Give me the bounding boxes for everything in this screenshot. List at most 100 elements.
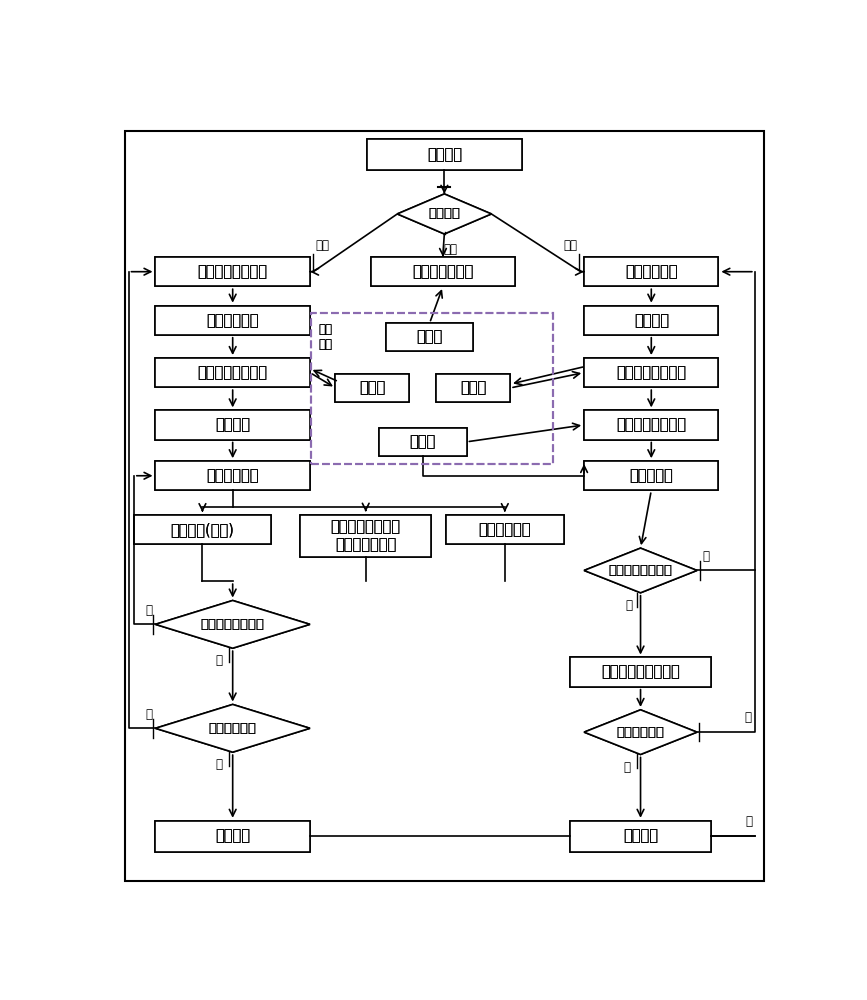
Text: 开始学习: 开始学习 [215,417,251,432]
Text: 开始学习: 开始学习 [215,417,251,432]
Text: 成绩库: 成绩库 [416,330,443,345]
Text: 通电开机: 通电开机 [427,147,462,162]
Text: 信息介绍（语音、
文本、图片等）: 信息介绍（语音、 文本、图片等） [330,519,401,553]
Polygon shape [155,704,310,752]
Polygon shape [397,194,492,234]
Text: 是: 是 [746,815,753,828]
Text: 开始考核: 开始考核 [634,313,668,328]
Text: 考题库: 考题库 [410,434,436,449]
Text: 结束学习: 结束学习 [215,829,251,844]
Text: 流程指示(流动): 流程指示(流动) [171,522,234,537]
Bar [584,257,719,286]
Bar [134,515,271,544]
Polygon shape [155,704,310,752]
Text: 考核: 考核 [564,239,577,252]
Text: 流程指示(流动): 流程指示(流动) [171,522,234,537]
Text: 资料库: 资料库 [359,380,386,395]
Bar [155,821,310,852]
Bar [584,410,719,440]
Text: 是否继续学习: 是否继续学习 [209,722,257,735]
Bar [386,323,473,351]
Bar [155,257,310,286]
Text: 连接设备流程关系: 连接设备流程关系 [616,417,687,432]
Text: 否: 否 [702,550,709,563]
Polygon shape [397,194,492,234]
Text: 是否继续学习: 是否继续学习 [209,722,257,735]
Polygon shape [584,548,697,593]
Text: 选择流程起点: 选择流程起点 [206,468,259,483]
Text: 信息介绍（语音、
文本、图片等）: 信息介绍（语音、 文本、图片等） [330,519,401,553]
Bar [134,515,271,544]
Text: 开始考核: 开始考核 [634,313,668,328]
Text: 调取图纸相关数据: 调取图纸相关数据 [198,365,268,380]
Bar [584,306,719,335]
Bar [155,461,310,490]
Bar [155,358,310,387]
Text: 调取图纸相关数据: 调取图纸相关数据 [198,365,268,380]
Text: 是: 是 [745,711,752,724]
Text: 否: 否 [216,758,223,771]
Text: 三维场景对照: 三维场景对照 [479,522,531,537]
Bar [436,374,510,402]
Text: 结束学习: 结束学习 [215,829,251,844]
Bar [570,821,711,852]
Polygon shape [584,548,697,593]
Bar [379,428,466,456]
Text: 流程是否全部流完: 流程是否全部流完 [200,618,264,631]
Text: 连接设备流程关系: 连接设备流程关系 [616,417,687,432]
Text: 图符库: 图符库 [460,380,486,395]
Text: 放置管段流经设备: 放置管段流经设备 [616,365,687,380]
Text: 知识点答题: 知识点答题 [629,468,673,483]
Text: 考题库: 考题库 [410,434,436,449]
Text: 放置管段流经设备: 放置管段流经设备 [616,365,687,380]
Bar [446,515,564,544]
Bar [386,323,473,351]
Text: 记录及浏览考核成绩: 记录及浏览考核成绩 [601,665,680,680]
Bar [155,410,310,440]
Polygon shape [584,710,697,754]
Text: 通电开机: 通电开机 [427,147,462,162]
Bar [446,515,564,544]
Bar [367,139,522,170]
Text: 学习: 学习 [316,239,329,252]
Bar [584,461,719,490]
Text: 放入工艺流程图纸: 放入工艺流程图纸 [198,264,268,279]
Text: 流程是否全部流完: 流程是否全部流完 [200,618,264,631]
Bar [584,257,719,286]
Text: 否: 否 [623,761,630,774]
Bar [155,358,310,387]
Text: 查询记录与成绩: 查询记录与成绩 [413,264,473,279]
Text: 图纸信息识别: 图纸信息识别 [206,313,259,328]
Bar [570,657,711,687]
Text: 资料库: 资料库 [359,380,386,395]
Bar [371,257,515,286]
Text: 图纸信息识别: 图纸信息识别 [206,313,259,328]
Text: 选择考核内容: 选择考核内容 [625,264,677,279]
Polygon shape [155,600,310,648]
Bar [155,306,310,335]
Bar [584,410,719,440]
Bar [336,374,409,402]
Text: 知识点答题: 知识点答题 [629,468,673,483]
Bar [584,461,719,490]
Text: 数据
存储: 数据 存储 [318,323,332,351]
Bar [379,428,466,456]
Text: 功能选择: 功能选择 [428,207,460,220]
Bar [570,821,711,852]
Bar [436,374,510,402]
Text: 放入工艺流程图纸: 放入工艺流程图纸 [198,264,268,279]
Polygon shape [584,710,697,754]
Text: 成绩库: 成绩库 [416,330,443,345]
Bar [336,374,409,402]
Text: 是: 是 [625,599,632,612]
Bar [155,306,310,335]
Bar [311,312,552,464]
Text: 结束考核: 结束考核 [623,829,658,844]
Bar [584,358,719,387]
Text: 查询: 查询 [443,243,457,256]
Bar [584,306,719,335]
Polygon shape [155,600,310,648]
Bar [300,515,431,557]
Bar [371,257,515,286]
Text: 选择考核内容: 选择考核内容 [625,264,677,279]
